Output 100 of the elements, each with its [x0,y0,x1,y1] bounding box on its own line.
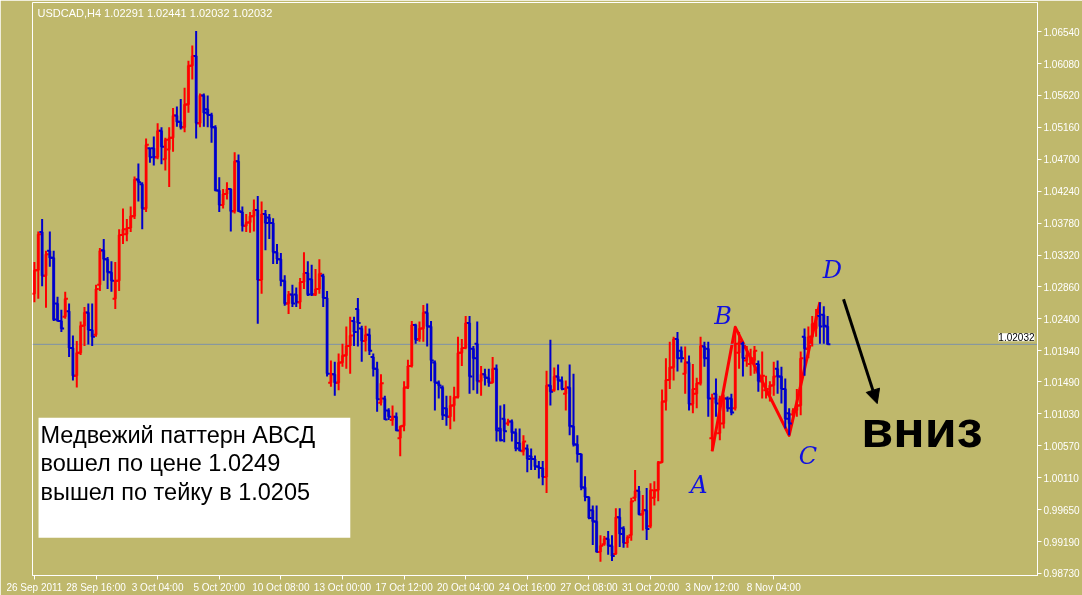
candlestick [609,534,615,562]
candlestick [516,427,523,453]
ref-line-label: 1.02032 [998,332,1035,344]
candlestick [293,286,299,309]
candlestick [151,135,157,167]
candlestick [478,365,484,397]
candlestick [643,487,650,542]
candlestick [201,92,207,128]
annotation: вниз [861,400,983,459]
candlestick [616,507,623,549]
y-tick-label: 1.04700 [1043,154,1081,166]
x-tick-label: 13 Oct 00:00 [313,581,372,593]
candlestick [613,507,619,556]
x-tick-label: 27 Oct 08:00 [560,581,618,593]
candlestick [717,394,723,442]
candlestick [228,187,234,233]
chart-title: USDCAD,H4 1.02291 1.02441 1.02032 1.02032 [37,6,273,19]
y-tick-label: 1.06080 [1043,58,1081,70]
y-tick-label: 1.02400 [1043,313,1081,325]
candlestick [466,315,473,395]
y-tick-label: 0.99650 [1043,504,1081,516]
x-tick-label: 28 Sep 16:00 [66,581,127,593]
candlestick [539,460,546,487]
candlestick [636,485,642,517]
x-tick-label: 20 Oct 04:00 [437,581,495,593]
y-tick-label: 1.05160 [1043,122,1081,134]
y-tick-label: 1.01490 [1043,376,1081,388]
y-tick-label: 1.00110 [1043,472,1080,484]
x-tick-label: 5 Oct 20:00 [193,581,246,593]
candlestick [366,327,373,356]
candlestick [728,392,735,417]
candlestick [690,362,696,415]
candlestick [305,260,311,297]
candlestick [85,302,92,346]
candlestick [251,198,257,233]
y-tick-label: 1.02860 [1043,281,1081,293]
candlestick [751,344,758,375]
candlestick [747,347,754,377]
candlestick [797,350,804,417]
candlestick [682,345,688,395]
candlestick [143,137,149,213]
candlestick [255,195,261,325]
y-tick-label: 1.06540 [1043,26,1081,38]
y-tick-label: 1.05620 [1043,90,1081,102]
y-tick-label: 1.00570 [1043,440,1081,452]
candlestick [378,373,384,407]
candlestick [89,302,95,347]
y-tick-label: 1.03320 [1043,250,1081,262]
y-tick-label: 1.03780 [1043,218,1081,230]
x-tick-label: 3 Nov 12:00 [685,581,740,593]
annotation: Медвежий паттерн АВСД вошел по цене 1.0249 вышел по тейку в 1.0205 [40,421,316,505]
x-tick-label: 26 Sep 2011 [6,581,63,593]
candlestick [439,384,446,422]
y-tick-label: 0.98730 [1043,568,1081,580]
x-tick-label: 31 Oct 20:00 [621,581,680,593]
candlestick [193,29,199,140]
candlestick [724,395,731,413]
y-tick-label: 1.04240 [1043,186,1081,198]
candlestick [705,340,712,418]
candlestick [505,417,511,427]
x-tick-label: 24 Oct 16:00 [498,581,557,593]
candlestick [821,305,827,345]
candlestick [197,92,203,129]
candlestick [262,208,269,252]
annotation: B [713,301,732,330]
x-tick-label: 17 Oct 12:00 [375,581,434,593]
candlestick [39,217,45,288]
y-tick-label: 1.01030 [1043,408,1081,420]
candlestick [555,363,561,392]
candlestick [771,360,777,397]
candlestick [308,263,315,297]
candlestick [528,447,534,472]
candlestick [108,260,115,293]
candlestick [62,290,68,320]
candlestick [420,303,427,343]
candlestick [597,534,604,563]
candlestick [640,494,646,532]
candlestick [270,217,276,266]
candlestick [382,394,388,422]
y-tick-label: 0.99190 [1043,536,1081,548]
candlestick [759,350,765,400]
x-tick-label: 8 Nov 04:00 [746,581,802,593]
x-tick-label: 10 Oct 08:00 [252,581,310,593]
candlestick [817,301,823,345]
annotation: D [821,255,843,284]
annotation: C [798,442,818,471]
candlestick [328,359,334,388]
annotation: A [688,471,708,500]
candlestick [563,379,569,412]
candlestick [482,367,488,387]
candlestick [501,403,507,444]
candlestick [474,320,480,395]
candlestick [43,249,49,309]
candlestick [316,258,323,295]
candlestick [158,126,165,166]
candlestick [740,340,746,378]
candlestick [713,377,719,418]
candlestick [347,315,353,375]
candlestick [686,354,692,412]
y-tick-label: 1.01940 [1043,345,1081,357]
